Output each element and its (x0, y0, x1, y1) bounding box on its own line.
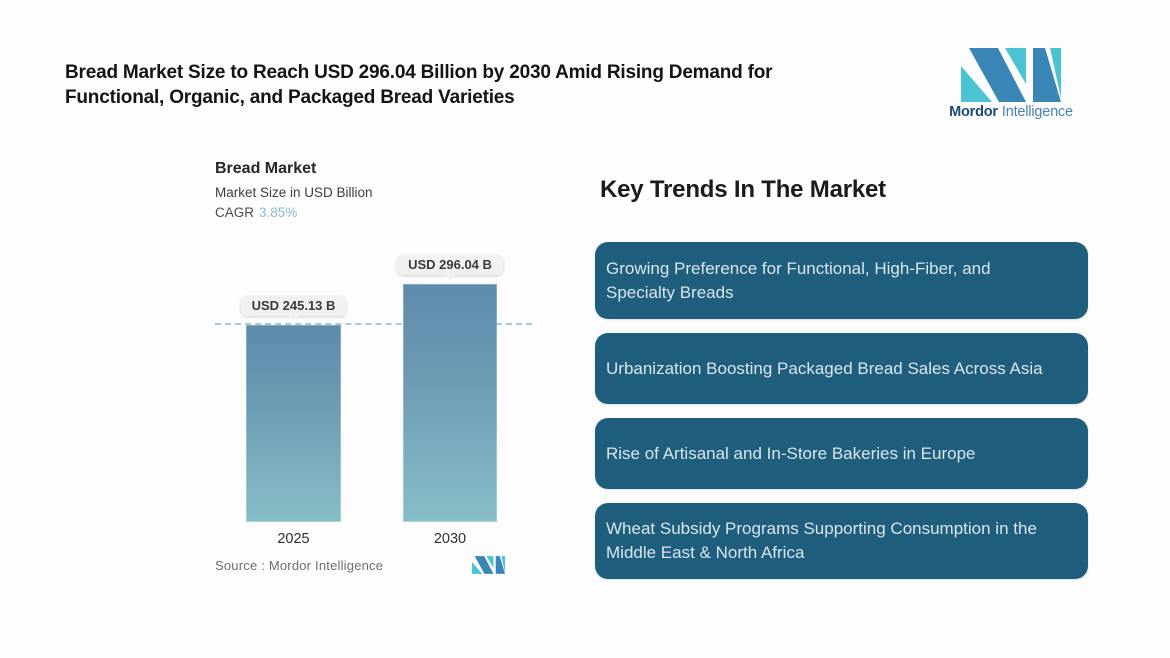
x-axis-label-2025: 2025 (277, 531, 310, 547)
bubble-pointer-icon (443, 274, 456, 280)
brand-wordmark: Mordor Intelligence (946, 104, 1076, 120)
bar-chart-plot: USD 245.13 B 2025 USD 296.04 B 2030 (215, 255, 532, 547)
trends-heading: Key Trends In The Market (600, 176, 886, 203)
trend-card-label: Wheat Subsidy Programs Supporting Consum… (606, 519, 1037, 562)
chart-subtitle: Market Size in USD Billion (215, 185, 373, 200)
chart-header: Bread Market Market Size in USD Billion … (215, 160, 373, 220)
brand-name-light: Intelligence (1001, 104, 1073, 120)
x-axis-label-2030: 2030 (433, 531, 467, 547)
bar-2030 (403, 284, 497, 522)
trend-card-label: Urbanization Boosting Packaged Bread Sal… (606, 358, 1043, 378)
source-row: Source : Mordor Intelligence (215, 556, 505, 574)
bubble-pointer-icon (287, 315, 300, 321)
chart-title: Bread Market (215, 160, 317, 177)
trend-card-functional-breads: Growing Preference for Functional, High-… (595, 242, 1088, 319)
source-label: Source : Mordor Intelligence (215, 557, 384, 573)
value-bubble-2025: USD 245.13 B (240, 296, 347, 321)
source-logo-icon (472, 556, 505, 574)
value-label-2025: USD 245.13 B (251, 298, 336, 313)
cagr-value: 3.85% (259, 205, 298, 220)
value-label-2030: USD 296.04 B (408, 257, 492, 272)
brand-name-bold: Mordor (949, 104, 998, 120)
trend-card-wheat-subsidy-mena: Wheat Subsidy Programs Supporting Consum… (595, 503, 1088, 579)
bar-2025 (246, 325, 341, 522)
trend-card-urbanization-asia: Urbanization Boosting Packaged Bread Sal… (595, 333, 1088, 404)
bar-group-2030: USD 296.04 B 2030 (397, 255, 503, 547)
trend-card-label: Growing Preference for Functional, High-… (606, 258, 991, 302)
page-title: Bread Market Size to Reach USD 296.04 Bi… (65, 62, 773, 108)
bar-group-2025: USD 245.13 B 2025 (240, 255, 347, 547)
trends-list: Growing Preference for Functional, High-… (595, 242, 1088, 593)
cagr-label: CAGR (215, 205, 255, 220)
trend-card-artisanal-europe: Rise of Artisanal and In-Store Bakeries … (595, 418, 1088, 489)
brand-logo: Mordor Intelligence (946, 48, 1076, 120)
cagr-row: CAGR 3.85% (215, 205, 373, 220)
trend-card-label: Rise of Artisanal and In-Store Bakeries … (606, 443, 976, 463)
reference-dashed-line (215, 323, 532, 325)
value-bubble-2030: USD 296.04 B (397, 255, 503, 280)
mordor-intelligence-mark-icon (961, 48, 1061, 102)
